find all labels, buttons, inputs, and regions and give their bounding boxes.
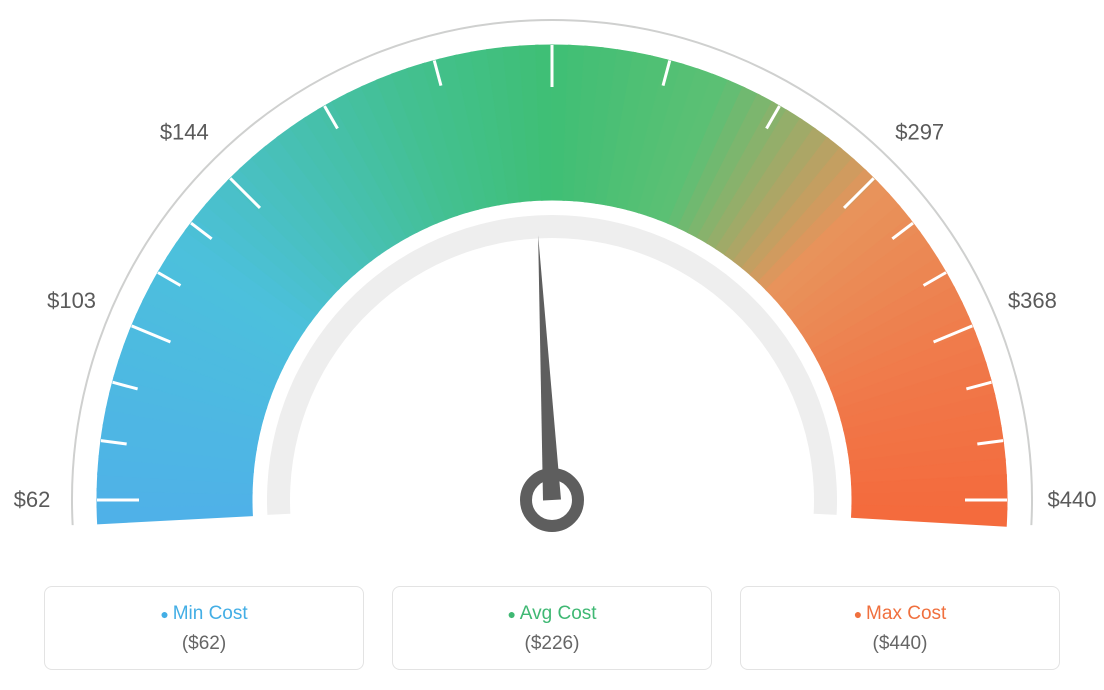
legend-min-value: ($62) [55, 633, 353, 655]
gauge-tick-label: $62 [14, 487, 51, 512]
gauge-needle [538, 235, 561, 500]
legend-row: Min Cost ($62) Avg Cost ($226) Max Cost … [0, 586, 1104, 670]
legend-max: Max Cost ($440) [740, 586, 1060, 670]
gauge-tick-label: $440 [1048, 487, 1097, 512]
gauge-tick-label: $297 [895, 119, 944, 144]
gauge-svg: $62$103$144$226$297$368$440 [0, 0, 1104, 560]
gauge-tick-label: $144 [160, 119, 209, 144]
legend-min: Min Cost ($62) [44, 586, 364, 670]
legend-max-value: ($440) [751, 633, 1049, 655]
legend-avg: Avg Cost ($226) [392, 586, 712, 670]
gauge-container: $62$103$144$226$297$368$440 [0, 0, 1104, 560]
legend-avg-value: ($226) [403, 633, 701, 655]
gauge-tick-label: $368 [1008, 288, 1057, 313]
legend-min-label: Min Cost [55, 603, 353, 625]
gauge-tick-label: $103 [47, 288, 96, 313]
legend-max-label: Max Cost [751, 603, 1049, 625]
legend-avg-label: Avg Cost [403, 603, 701, 625]
